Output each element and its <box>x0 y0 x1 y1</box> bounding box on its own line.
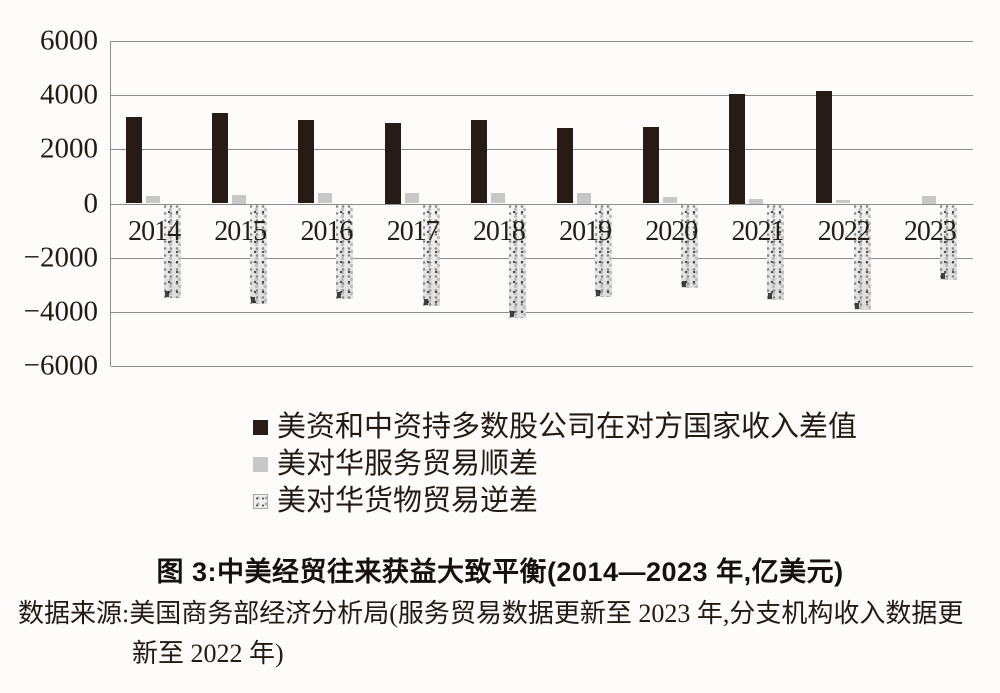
gridline <box>111 95 973 97</box>
bar-income-diff <box>470 119 487 204</box>
bar-income-diff <box>557 127 573 204</box>
bar-goods-deficit <box>681 204 699 288</box>
x-axis-year-label: 2017 <box>386 216 440 247</box>
gridline <box>111 203 973 205</box>
y-axis-tick-label: 0 <box>83 187 99 219</box>
figure-caption: 图 3:中美经贸往来获益大致平衡(2014—2023 年,亿美元) <box>156 557 844 587</box>
legend-item-income-diff: 美资和中资持多数股公司在对方国家收入差值 <box>253 409 857 446</box>
legend-label: 美资和中资持多数股公司在对方国家收入差值 <box>277 411 858 443</box>
x-axis-year-label: 2021 <box>731 216 784 247</box>
gridline <box>111 366 973 367</box>
legend-swatch-light-gray-icon <box>253 457 268 472</box>
y-axis-tick-label: 6000 <box>40 24 98 57</box>
bar-goods-deficit <box>422 204 440 307</box>
bar-group-2014: 2014 <box>111 41 197 366</box>
bar-goods-deficit <box>164 204 181 298</box>
y-axis-tick-label: 2000 <box>40 132 98 165</box>
bar-group-2018: 2018 <box>456 41 542 366</box>
bar-services-surplus <box>146 196 160 204</box>
gridline <box>111 311 973 313</box>
x-axis-year-label: 2022 <box>817 216 871 247</box>
figure-source: 数据来源:美国商务部经济分析局(服务贸易数据更新至 2023 年,分支机构收入数… <box>18 594 982 674</box>
source-line-1: 数据来源:美国商务部经济分析局(服务贸易数据更新至 2023 年,分支机构收入数… <box>18 599 964 628</box>
x-axis-year-label: 2015 <box>214 216 267 247</box>
bar-services-surplus <box>921 196 936 204</box>
bar-goods-deficit <box>853 204 871 311</box>
x-axis-year-label: 2019 <box>559 216 612 247</box>
bar-group-2020: 2020 <box>628 41 714 366</box>
gridline <box>111 149 973 151</box>
gridline <box>111 257 973 259</box>
bar-services-surplus <box>835 199 850 204</box>
x-axis-year-label: 2018 <box>472 216 526 247</box>
bar-goods-deficit <box>336 204 354 299</box>
bar-income-diff <box>126 116 142 204</box>
bar-services-surplus <box>577 192 591 204</box>
bar-services-surplus <box>232 195 247 204</box>
y-axis-tick-label: −6000 <box>23 349 98 382</box>
bar-group-2023: 2023 <box>887 41 973 366</box>
legend-swatch-solid-dark-icon <box>253 420 268 435</box>
bar-group-2015: 2015 <box>197 41 283 366</box>
bar-goods-deficit <box>250 204 268 304</box>
bar-group-2022: 2022 <box>801 41 887 366</box>
legend-label: 美对华货物贸易逆差 <box>277 485 539 517</box>
bar-goods-deficit <box>508 204 526 318</box>
plot-area: 2014 2015 2016 2017 2018 2019 2020 2021 2022 2023 <box>110 41 973 367</box>
source-line-2: 新至 2022 年) <box>132 639 284 668</box>
bar-group-2019: 2019 <box>542 41 628 366</box>
gridline <box>111 41 973 42</box>
legend-item-services-surplus: 美对华服务贸易顺差 <box>253 446 857 483</box>
legend-label: 美对华服务贸易顺差 <box>277 448 539 480</box>
bar-group-2016: 2016 <box>283 41 369 366</box>
x-axis-year-label: 2020 <box>645 216 698 247</box>
bar-services-surplus <box>318 193 333 204</box>
bar-services-surplus <box>404 193 419 204</box>
y-axis-tick-label: −2000 <box>23 241 98 274</box>
bar-income-diff <box>815 91 832 204</box>
legend-swatch-speckled-icon <box>253 494 268 509</box>
bar-goods-deficit <box>767 204 785 301</box>
x-axis-year-label: 2016 <box>300 216 353 247</box>
x-axis-year-label: 2023 <box>903 216 957 247</box>
bar-income-diff <box>643 126 660 204</box>
bar-income-diff <box>212 113 229 204</box>
bar-services-surplus <box>749 198 764 204</box>
bar-income-diff <box>729 93 746 204</box>
legend-item-goods-deficit: 美对华货物贸易逆差 <box>253 483 857 520</box>
bar-income-diff <box>384 123 401 204</box>
bar-goods-deficit <box>939 204 957 281</box>
bar-group-2021: 2021 <box>714 41 800 366</box>
bar-goods-deficit <box>595 204 612 298</box>
chart-legend: 美资和中资持多数股公司在对方国家收入差值 美对华服务贸易顺差 美对华货物贸易逆差 <box>253 409 857 520</box>
bar-services-surplus <box>663 196 678 204</box>
y-axis-tick-label: −4000 <box>23 295 98 328</box>
bar-income-diff <box>298 119 315 204</box>
bar-services-surplus <box>490 192 505 204</box>
bar-group-2017: 2017 <box>370 41 456 366</box>
y-axis-tick-label: 4000 <box>40 78 98 111</box>
x-axis-year-label: 2014 <box>128 216 181 247</box>
